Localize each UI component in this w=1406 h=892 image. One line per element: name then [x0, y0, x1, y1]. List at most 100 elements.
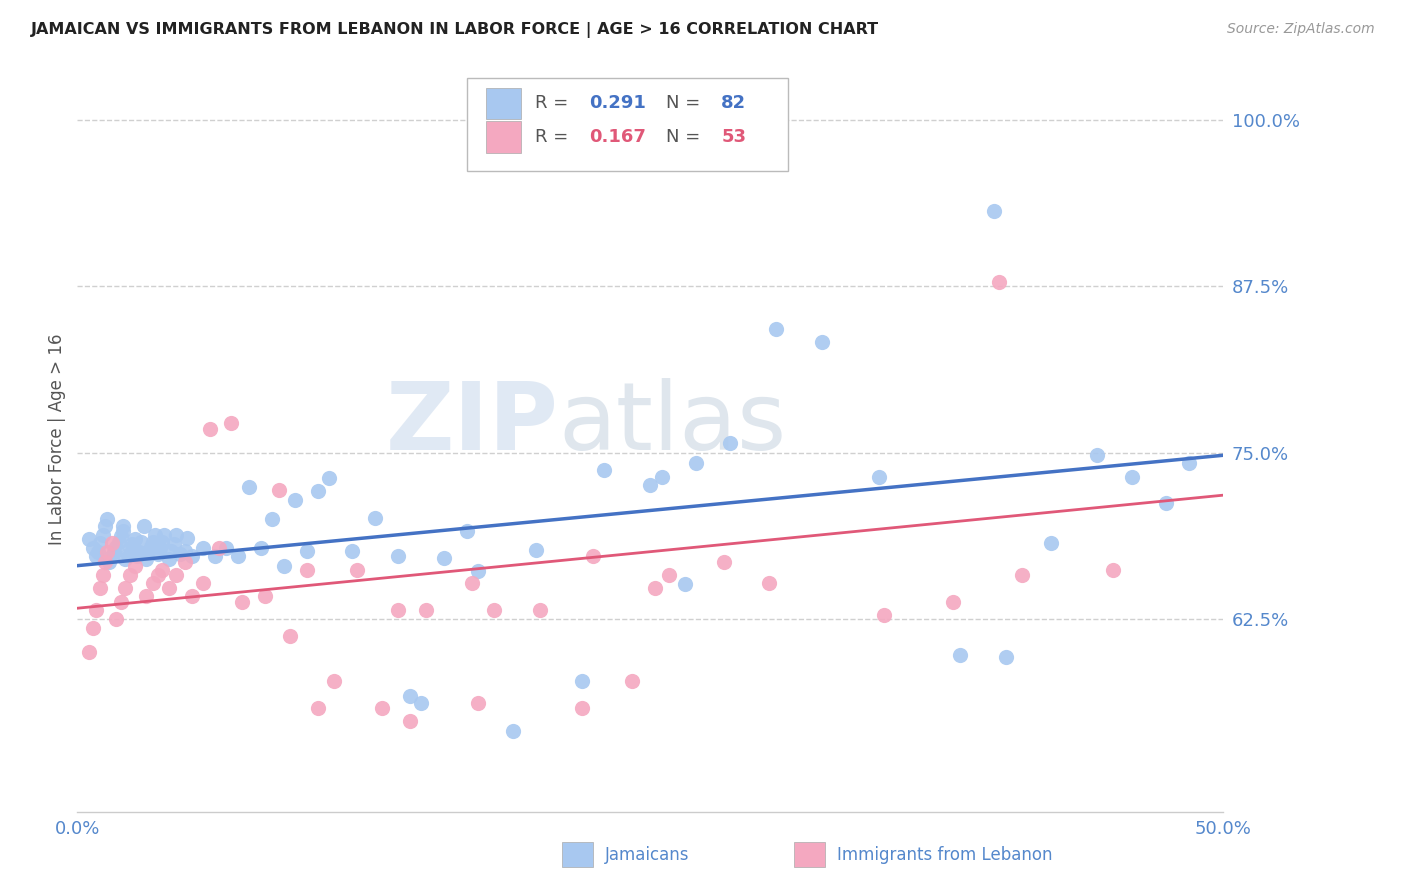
Point: [658, 568, 681, 582]
Point: [135, 589, 157, 603]
Point: [112, 518, 135, 533]
Point: [215, 541, 238, 556]
Point: [143, 528, 166, 542]
Point: [114, 582, 136, 596]
Point: [387, 602, 409, 616]
Point: [983, 203, 1005, 218]
Point: [620, 674, 643, 689]
Point: [180, 549, 204, 564]
Point: [765, 322, 787, 336]
Point: [226, 549, 249, 564]
Point: [124, 532, 146, 546]
Point: [720, 436, 742, 450]
Text: JAMAICAN VS IMMIGRANTS FROM LEBANON IN LABOR FORCE | AGE > 16 CORRELATION CHART: JAMAICAN VS IMMIGRANTS FROM LEBANON IN L…: [31, 22, 879, 38]
Point: [987, 276, 1010, 290]
Point: [467, 564, 489, 578]
Text: Immigrants from Lebanon: Immigrants from Lebanon: [837, 846, 1052, 863]
Point: [94, 518, 117, 533]
Point: [98, 555, 121, 569]
Point: [91, 528, 114, 542]
Point: [1011, 568, 1033, 582]
Text: 82: 82: [721, 95, 747, 112]
Point: [529, 602, 551, 616]
Point: [142, 576, 165, 591]
Point: [103, 545, 125, 559]
Point: [204, 549, 226, 564]
Point: [411, 696, 433, 710]
Point: [82, 621, 104, 635]
Point: [398, 689, 420, 703]
Point: [96, 545, 118, 559]
Point: [100, 536, 122, 550]
Point: [91, 568, 114, 582]
Point: [323, 674, 346, 689]
Point: [84, 602, 107, 616]
Point: [318, 471, 340, 485]
Point: [110, 529, 132, 543]
Point: [713, 555, 735, 569]
Point: [1121, 469, 1143, 483]
Point: [77, 645, 100, 659]
Point: [433, 550, 456, 565]
Point: [994, 650, 1017, 665]
Point: [364, 510, 387, 524]
Point: [165, 568, 187, 582]
Point: [125, 549, 148, 564]
Point: [193, 541, 215, 556]
Point: [107, 534, 129, 549]
Point: [105, 612, 128, 626]
Text: 0.291: 0.291: [589, 95, 647, 112]
Point: [484, 602, 506, 616]
Point: [118, 568, 141, 582]
Point: [110, 594, 132, 608]
Point: [124, 558, 146, 573]
Point: [208, 541, 231, 556]
Point: [811, 335, 834, 350]
Point: [157, 582, 180, 596]
Point: [571, 701, 593, 715]
Point: [169, 547, 191, 561]
Text: 53: 53: [721, 128, 747, 146]
Point: [132, 518, 155, 533]
Point: [942, 594, 965, 608]
Point: [135, 552, 157, 566]
Point: [342, 544, 364, 558]
Point: [869, 469, 891, 483]
Point: [238, 480, 260, 494]
Point: [571, 674, 593, 689]
Point: [262, 512, 284, 526]
Text: N =: N =: [666, 95, 706, 112]
Point: [96, 512, 118, 526]
Text: Jamaicans: Jamaicans: [605, 846, 689, 863]
Point: [387, 549, 409, 564]
Point: [346, 563, 368, 577]
Point: [89, 582, 111, 596]
Point: [142, 534, 165, 549]
Point: [295, 544, 318, 558]
Point: [77, 532, 100, 546]
Point: [582, 549, 605, 564]
Point: [1154, 496, 1177, 510]
Text: N =: N =: [666, 128, 706, 146]
Point: [1178, 456, 1201, 470]
Point: [146, 568, 169, 582]
Point: [651, 469, 673, 483]
Point: [398, 714, 420, 729]
Point: [307, 484, 329, 499]
Point: [415, 602, 437, 616]
Point: [231, 594, 253, 608]
Point: [758, 576, 780, 591]
Point: [280, 629, 302, 643]
Text: R =: R =: [534, 128, 574, 146]
Point: [193, 576, 215, 591]
Point: [149, 541, 172, 556]
Point: [273, 558, 295, 573]
Point: [460, 576, 482, 591]
Y-axis label: In Labor Force | Age > 16: In Labor Force | Age > 16: [48, 334, 66, 545]
Point: [502, 723, 524, 738]
Point: [284, 493, 307, 508]
Point: [100, 549, 122, 564]
Point: [89, 536, 111, 550]
Point: [1040, 536, 1063, 550]
Point: [117, 548, 139, 562]
